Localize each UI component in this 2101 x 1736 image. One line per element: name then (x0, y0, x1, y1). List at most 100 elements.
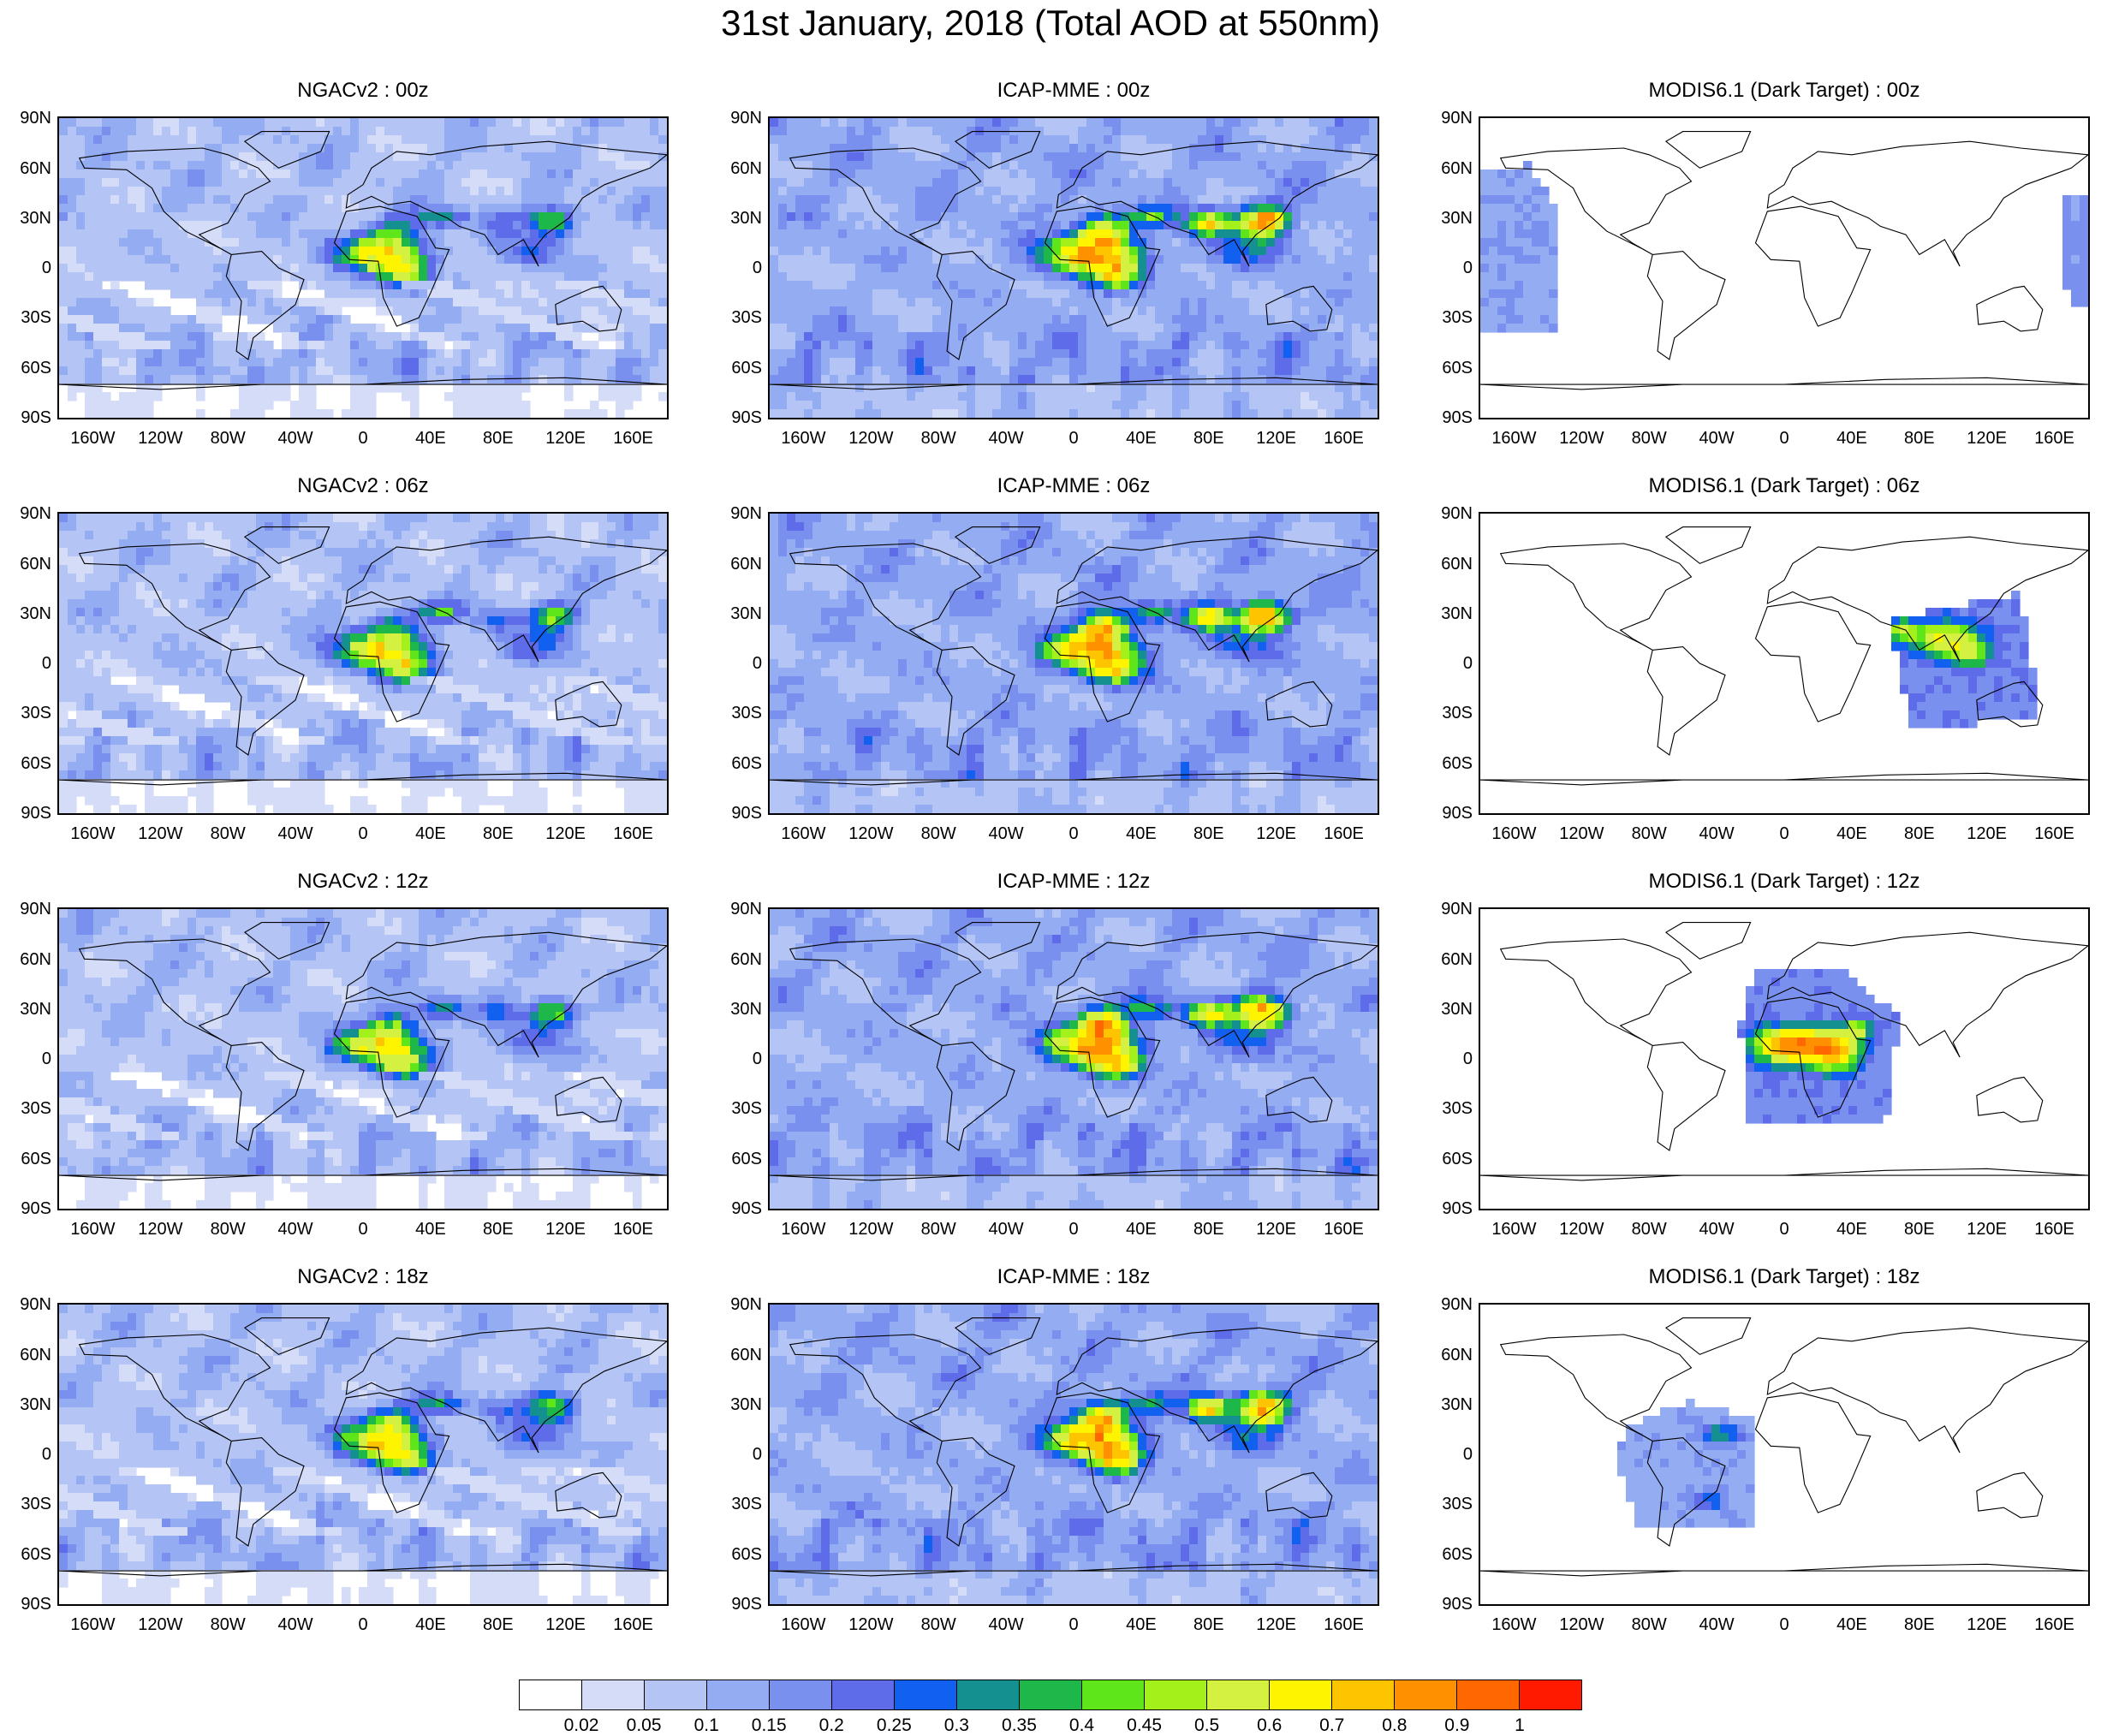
aod-cell (265, 375, 274, 384)
aod-cell (1129, 212, 1139, 222)
aod-cell (290, 195, 300, 205)
aod-cell (239, 247, 248, 256)
aod-cell (812, 366, 822, 376)
aod-cell (419, 272, 428, 282)
aod-cell (1035, 409, 1045, 418)
aod-cell (1360, 178, 1370, 187)
aod-cell (153, 247, 163, 256)
aod-cell (367, 349, 377, 359)
aod-cell (1112, 341, 1122, 350)
aod-cell (1489, 169, 1498, 179)
aod-cell (513, 187, 522, 196)
aod-cell (342, 358, 351, 367)
aod-cell (504, 349, 514, 359)
aod-cell (496, 341, 505, 350)
aod-cell (2080, 264, 2088, 273)
aod-cell (949, 392, 959, 401)
aod-cell (479, 349, 488, 359)
aod-cell (949, 161, 959, 170)
aod-cell (444, 178, 454, 187)
aod-cell (1232, 144, 1241, 153)
aod-cell (598, 161, 608, 170)
aod-cell (1326, 152, 1336, 162)
aod-cell (804, 264, 813, 273)
aod-cell (821, 349, 830, 359)
aod-cell (1309, 281, 1318, 290)
aod-cell (1300, 118, 1310, 128)
aod-cell (350, 135, 360, 145)
aod-cell (1540, 255, 1550, 265)
aod-cell (119, 238, 128, 247)
aod-cell (1069, 349, 1079, 359)
aod-cell (581, 178, 591, 187)
aod-cell (1309, 392, 1318, 401)
aod-cell (1283, 264, 1293, 273)
aod-cell (1069, 229, 1079, 239)
aod-cell (1292, 272, 1301, 282)
aod-cell (179, 178, 188, 187)
aod-cell (119, 375, 128, 384)
aod-cell (427, 375, 437, 384)
aod-cell (1258, 332, 1267, 342)
aod-cell (1121, 332, 1130, 342)
aod-cell (984, 255, 993, 265)
aod-cell (162, 358, 171, 367)
aod-cell (496, 195, 505, 205)
aod-cell (324, 229, 334, 239)
aod-cell (967, 392, 976, 401)
aod-cell (153, 229, 163, 239)
aod-cell (461, 324, 471, 333)
aod-cell (658, 349, 667, 359)
aod-cell (1009, 169, 1019, 179)
aod-cell (256, 135, 265, 145)
aod-cell (273, 221, 283, 230)
aod-cell (316, 298, 325, 307)
aod-cell (547, 264, 556, 273)
aod-cell (1258, 212, 1267, 222)
aod-cell (367, 298, 377, 307)
aod-cell (1009, 204, 1019, 213)
aod-cell (102, 144, 111, 153)
aod-cell (787, 332, 796, 342)
aod-cell (1309, 127, 1318, 136)
aod-cell (410, 306, 420, 316)
aod-cell (384, 221, 394, 230)
aod-cell (1275, 255, 1284, 265)
aod-cell (376, 169, 385, 179)
aod-cell (881, 272, 890, 282)
aod-cell (187, 289, 197, 299)
aod-cell (205, 366, 214, 376)
aod-cell (1318, 409, 1327, 418)
aod-cell (855, 144, 865, 153)
aod-cell (539, 169, 548, 179)
aod-cell (898, 306, 908, 316)
aod-cell (367, 324, 377, 333)
aod-cell (1121, 221, 1130, 230)
aod-cell (2071, 238, 2080, 247)
aod-cell (864, 289, 873, 299)
aod-cell (812, 401, 822, 410)
aod-cell (581, 221, 591, 230)
aod-cell (624, 349, 634, 359)
aod-cell (461, 349, 471, 359)
aod-cell (1335, 187, 1344, 196)
aod-cell (59, 264, 68, 273)
aod-cell (1369, 144, 1378, 153)
aod-cell (470, 298, 479, 307)
aod-cell (872, 409, 882, 418)
aod-cell (290, 349, 300, 359)
aod-cell (350, 221, 360, 230)
aod-cell (624, 247, 634, 256)
aod-cell (256, 401, 265, 410)
aod-cell (1360, 375, 1370, 384)
aod-cell (1052, 272, 1062, 282)
aod-cell (573, 324, 582, 333)
aod-cell (1283, 195, 1293, 205)
aod-cell (556, 178, 565, 187)
aod-cell (984, 306, 993, 316)
aod-cell (504, 401, 514, 410)
aod-cell (1146, 144, 1156, 153)
aod-cell (1515, 212, 1524, 222)
aod-cell (1249, 195, 1259, 205)
aod-cell (1206, 229, 1216, 239)
